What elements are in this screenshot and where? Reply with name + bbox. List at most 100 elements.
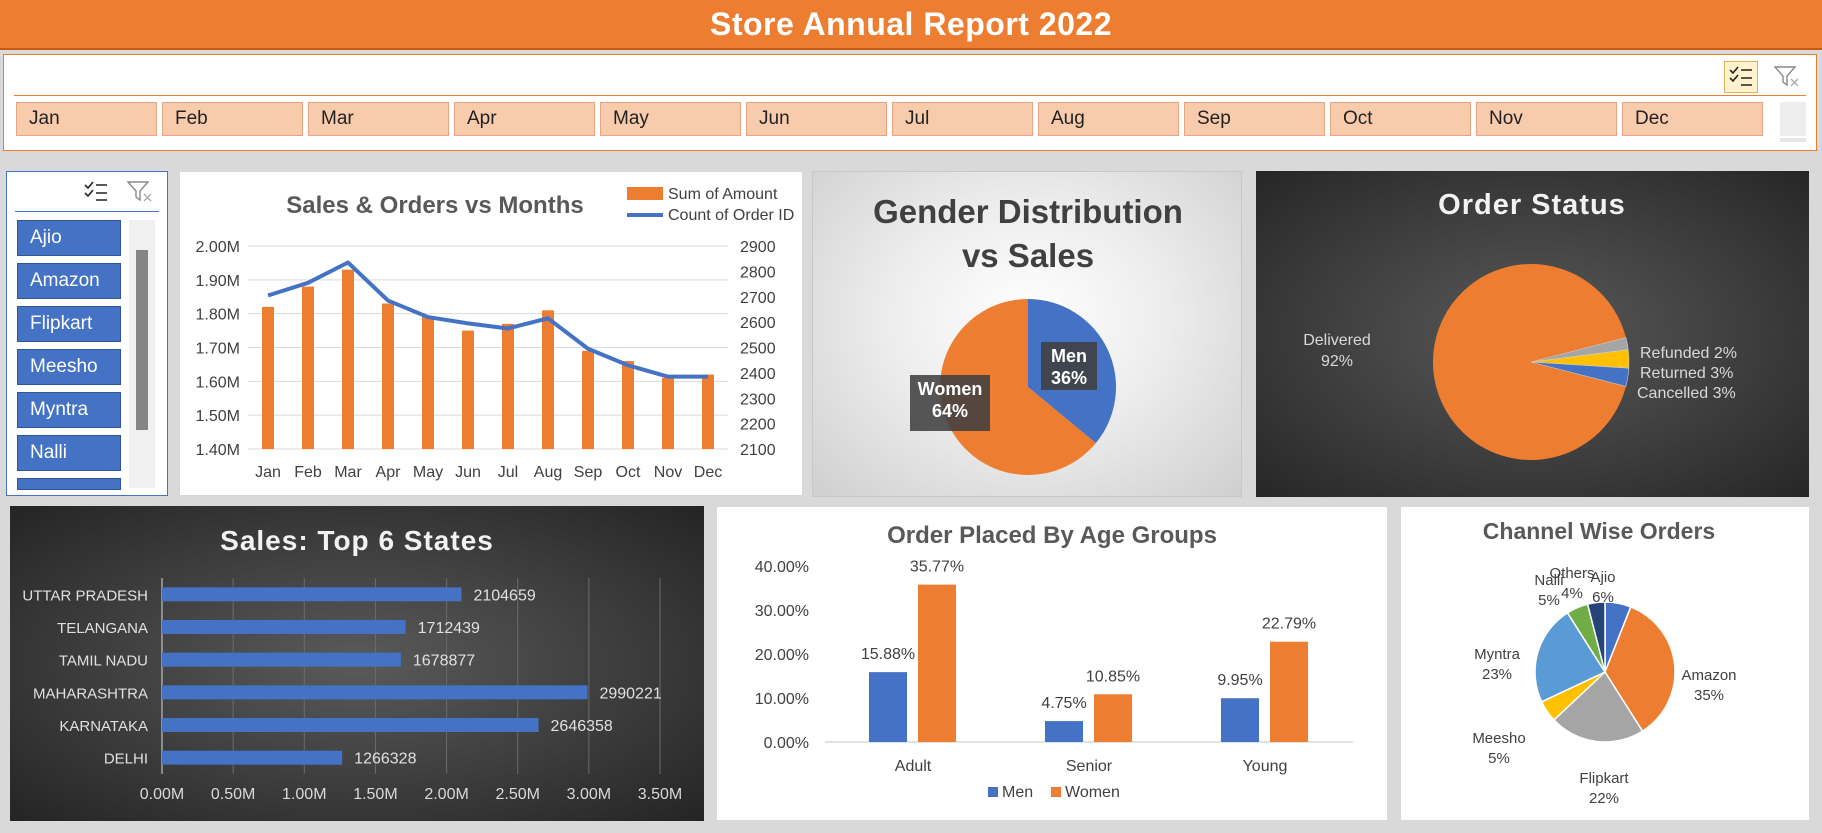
month-slicer-divider <box>14 95 1806 96</box>
y-tick-label: KARNATAKA <box>59 718 148 735</box>
bar-feb <box>302 286 314 449</box>
channel-button-partial[interactable] <box>17 478 121 490</box>
data-label-name: Delivered <box>1303 332 1371 349</box>
y-right-tick-label: 2400 <box>740 366 776 383</box>
data-label-pct: 5% <box>1488 750 1510 767</box>
x-tick-label: Sep <box>574 464 603 481</box>
report-header: Store Annual Report 2022 <box>0 0 1822 50</box>
month-button-jan[interactable]: Jan <box>16 102 157 136</box>
data-label: 1712439 <box>418 620 480 637</box>
channel-button-flipkart[interactable]: Flipkart <box>17 306 121 342</box>
data-label: 4.75% <box>1041 695 1086 712</box>
data-label-pct: 22% <box>1589 790 1619 807</box>
x-tick-label: 3.50M <box>638 786 682 803</box>
bar-jul <box>502 323 514 449</box>
data-label: 35.77% <box>910 559 964 576</box>
order-count-line <box>267 260 708 379</box>
x-tick-label: Mar <box>334 464 362 481</box>
y-right-tick-label: 2100 <box>740 442 776 459</box>
channel-chart: Channel Wise Orders Ajio 6% Amazon 35% Flipka… <box>1401 507 1809 820</box>
x-tick-label: May <box>413 464 443 481</box>
data-label: 10.85% <box>1086 668 1140 685</box>
y-left-tick-label: 1.60M <box>196 374 240 391</box>
channel-button-ajio[interactable]: Ajio <box>17 220 121 256</box>
chart-title: Sales: Top 6 States <box>220 525 494 556</box>
x-tick-label: 0.50M <box>211 786 255 803</box>
bar-men-adult <box>869 672 907 742</box>
month-button-mar[interactable]: Mar <box>308 102 449 136</box>
x-tick-label: 2.50M <box>495 786 539 803</box>
data-label: Cancelled 3% <box>1637 385 1736 402</box>
y-right-tick-label: 2900 <box>740 239 776 256</box>
month-button-jun[interactable]: Jun <box>746 102 887 136</box>
chart-title: Gender Distribution <box>873 193 1183 230</box>
age-groups-chart: Order Placed By Age Groups 0.00% 10.00% 20.… <box>717 507 1387 820</box>
channel-button-amazon[interactable]: Amazon <box>17 263 121 299</box>
bar-apr <box>382 303 394 449</box>
bar-mar <box>342 269 354 449</box>
data-label: 2104659 <box>473 587 535 604</box>
legend-swatch-men <box>988 787 998 797</box>
multi-select-icon[interactable] <box>1724 61 1758 93</box>
month-button-feb[interactable]: Feb <box>162 102 303 136</box>
data-label-name: Meesho <box>1472 730 1525 747</box>
channel-slicer: Ajio Amazon Flipkart Meesho Myntra Nalli <box>6 171 168 496</box>
y-right-tick-label: 2600 <box>740 315 776 332</box>
data-label-name: Nalli <box>1534 572 1563 589</box>
data-label-pct: 3% <box>1713 385 1736 402</box>
data-label: 1678877 <box>413 653 475 670</box>
legend-label: Women <box>1065 784 1120 801</box>
sales-orders-svg: Sales & Orders vs Months 1.40M 1.50M 1.60M 1… <box>196 186 795 481</box>
scrollbar-thumb[interactable] <box>136 250 148 430</box>
month-slicer-tools <box>1724 61 1804 93</box>
data-label-name: Men <box>1051 346 1087 366</box>
month-button-may[interactable]: May <box>600 102 741 136</box>
channel-slicer-scrollbar[interactable] <box>129 220 155 488</box>
multi-select-icon[interactable] <box>79 176 113 208</box>
data-label: Refunded 2% <box>1640 345 1737 362</box>
data-label-name: Women <box>918 379 983 399</box>
clear-filter-icon[interactable] <box>1770 61 1804 93</box>
legend-swatch-amount <box>627 187 663 200</box>
y-tick-label: DELHI <box>104 751 148 768</box>
bar-nov <box>662 377 674 449</box>
x-tick-label: Feb <box>294 464 322 481</box>
chart-title: Order Status <box>1438 189 1626 221</box>
chart-title: Channel Wise Orders <box>1483 518 1715 544</box>
top-states-svg: Sales: Top 6 States 0.00M 0.50M 1.00M 1.50M 2… <box>22 525 682 803</box>
y-left-tick-label: 1.70M <box>196 341 240 358</box>
month-button-nov[interactable]: Nov <box>1476 102 1617 136</box>
y-tick-label: 10.00% <box>755 691 809 708</box>
bar-dec <box>702 374 714 449</box>
legend-label: Sum of Amount <box>668 186 778 203</box>
channel-button-myntra[interactable]: Myntra <box>17 392 121 428</box>
data-label-name: Refunded <box>1640 345 1709 362</box>
order-status-chart: Order Status Delivered 92% Refunded 2% Retur… <box>1256 171 1809 497</box>
channel-list: Ajio Amazon Flipkart Meesho Myntra Nalli <box>17 220 121 490</box>
month-button-apr[interactable]: Apr <box>454 102 595 136</box>
month-button-aug[interactable]: Aug <box>1038 102 1179 136</box>
x-tick-label: Jan <box>255 464 281 481</box>
month-slicer-scrollbar[interactable] <box>1780 102 1806 142</box>
month-button-oct[interactable]: Oct <box>1330 102 1471 136</box>
bar-state <box>162 718 539 732</box>
sales-orders-chart: Sales & Orders vs Months 1.40M 1.50M 1.60M 1… <box>180 172 802 495</box>
data-label-name: Myntra <box>1474 646 1521 663</box>
data-label: 1266328 <box>354 751 416 768</box>
bar-oct <box>622 361 634 449</box>
month-button-sep[interactable]: Sep <box>1184 102 1325 136</box>
data-label-pct: 35% <box>1694 687 1724 704</box>
bar-state <box>162 587 462 602</box>
bar-women-adult <box>918 584 956 742</box>
y-left-tick-label: 1.90M <box>196 273 240 290</box>
clear-filter-icon[interactable] <box>123 176 157 208</box>
month-button-jul[interactable]: Jul <box>892 102 1033 136</box>
bar-state <box>162 685 588 700</box>
channel-button-nalli[interactable]: Nalli <box>17 435 121 471</box>
x-tick-label: Oct <box>616 464 641 481</box>
month-button-dec[interactable]: Dec <box>1622 102 1763 136</box>
report-title: Store Annual Report 2022 <box>709 5 1112 42</box>
channel-button-meesho[interactable]: Meesho <box>17 349 121 385</box>
x-tick-label: 3.00M <box>567 786 611 803</box>
data-label: Returned 3% <box>1640 365 1733 382</box>
